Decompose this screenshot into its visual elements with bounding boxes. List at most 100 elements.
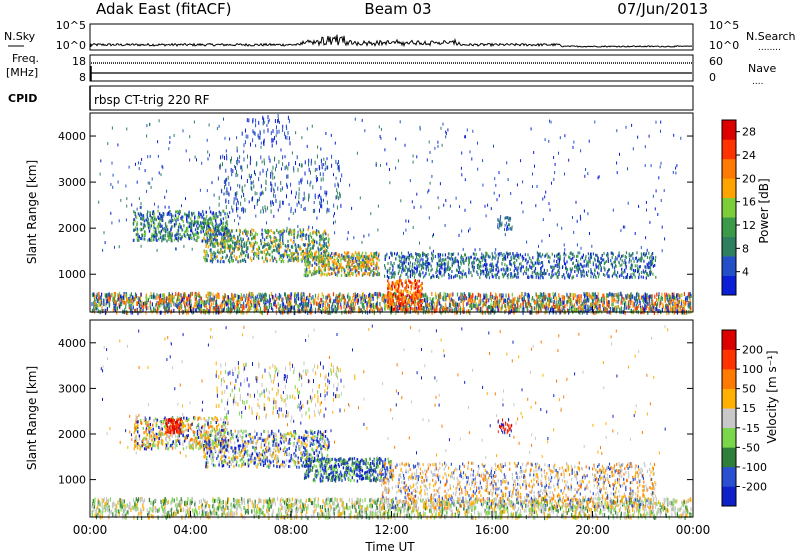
power-echo-cell [157,215,159,219]
power-echo-cell [252,294,255,299]
power-echo-cell [590,302,592,307]
power-echo-cell [242,237,244,241]
power-echo-cell [267,234,269,237]
power-echo-cell [282,260,285,264]
power-echo-cell [478,302,480,307]
power-echo-cell [506,297,509,302]
power-echo-cell [620,306,622,311]
power-echo-cell [661,292,663,297]
power-echo-cell [241,249,244,253]
power-echo-cell [539,292,541,297]
power-echo-cell [176,304,178,308]
power-echo-cell [151,302,153,307]
power-echo-cell [173,223,176,227]
power-echo-cell [222,154,224,159]
power-echo-cell [244,140,246,145]
power-echo-cell [374,305,376,310]
power-echo-cell [326,273,328,277]
power-echo-cell [513,298,515,303]
power-echo-cell [345,273,347,277]
power-echo-cell [593,305,595,309]
power-echo-cell [416,192,418,196]
power-echo-cell [204,259,207,263]
power-echo-cell [210,291,212,296]
power-echo-cell [625,305,627,310]
power-echo-cell [459,302,461,307]
power-echo-cell [276,130,278,135]
power-echo-cell [259,297,262,302]
power-echo-cell [494,298,496,303]
power-echo-cell [302,253,304,257]
power-echo-cell [314,254,316,258]
power-echo-cell [215,237,217,241]
power-echo-cell [310,180,312,184]
power-echo-cell [271,137,273,142]
power-echo-cell [501,295,503,300]
power-echo-cell [308,298,310,303]
power-echo-cell [168,299,170,304]
power-echo-cell [288,231,290,235]
power-echo-cell [284,292,286,297]
power-echo-cell [356,255,358,259]
power-echo-cell [321,307,324,312]
power-echo-cell [603,300,605,305]
power-echo-cell [255,231,257,235]
power-echo-cell [651,306,653,311]
power-echo-cell [364,260,367,264]
power-echo-cell [140,244,142,248]
power-echo-cell [681,303,683,308]
power-echo-cell [308,225,310,229]
power-echo-cell [579,310,581,315]
power-echo-cell [277,244,279,248]
power-echo-cell [296,202,298,207]
power-echo-cell [266,221,267,225]
power-echo-cell [288,217,290,221]
power-echo-cell [455,303,457,308]
power-echo-cell [333,221,334,225]
power-echo-cell [227,215,230,219]
power-echo-cell [449,303,451,308]
power-echo-cell [461,296,463,301]
power-echo-cell [258,177,260,182]
power-echo-cell [279,309,281,314]
power-echo-cell [151,232,153,236]
power-echo-cell [314,193,316,198]
power-echo-cell [278,251,280,255]
power-echo-cell [354,257,357,261]
power-echo-cell [228,231,231,235]
power-echo-cell [324,266,326,270]
power-echo-cell [320,201,322,206]
power-echo-cell [261,190,263,195]
power-echo-cell [221,303,223,308]
power-echo-cell [224,300,227,305]
power-echo-cell [639,301,641,305]
power-echo-cell [346,237,348,241]
power-echo-cell [293,166,295,171]
power-echo-cell [381,308,383,313]
power-echo-cell [197,221,199,225]
power-echo-cell [177,218,179,222]
power-echo-cell [413,307,415,312]
power-echo-cell [189,300,191,305]
power-echo-cell [119,304,121,309]
power-echo-cell [266,259,268,263]
power-echo-cell [219,251,222,255]
power-echo-cell [623,307,625,312]
power-echo-cell [164,237,166,241]
power-echo-cell [215,301,217,306]
power-echo-cell [205,214,208,218]
power-echo-cell [198,212,200,216]
power-echo-cell [269,258,271,262]
power-echo-cell [113,306,115,311]
power-echo-cell [241,175,242,180]
power-echo-cell [315,229,318,233]
power-echo-cell [403,231,404,235]
power-echo-cell [404,296,407,301]
power-echo-cell [302,231,304,235]
power-echo-cell [256,294,258,299]
power-echo-cell [280,310,282,315]
power-echo-cell [248,118,250,123]
power-echo-cell [218,295,220,300]
power-echo-cell [255,162,257,167]
power-echo-cell [253,130,255,135]
